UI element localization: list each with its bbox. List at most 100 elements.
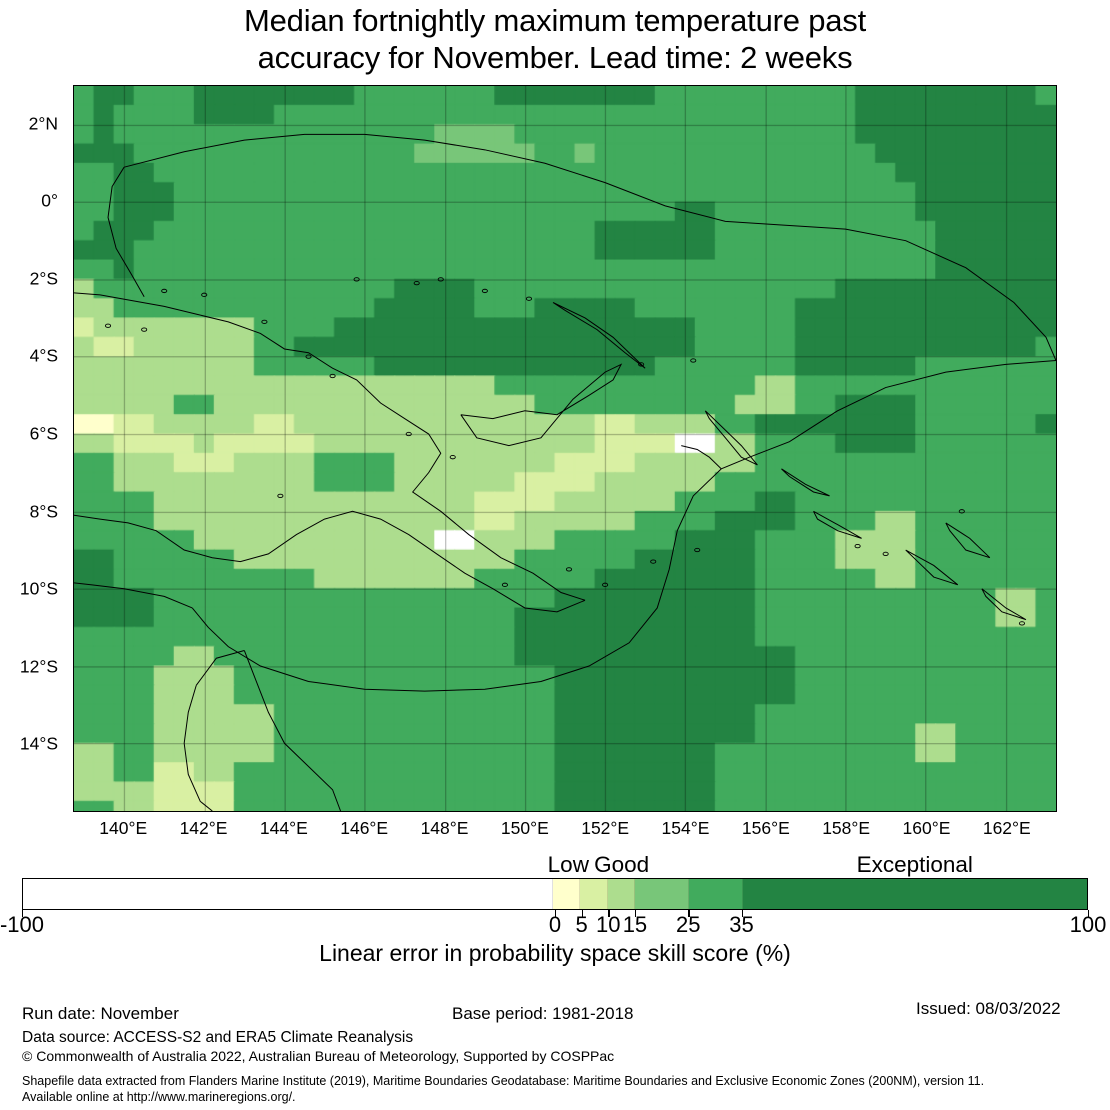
y-tick-7: 12°S (19, 656, 58, 677)
coastline-makira (981, 588, 1027, 621)
title-line-1: Median fortnightly maximum temperature p… (244, 3, 866, 38)
coastline-guadalcanal (905, 549, 959, 586)
x-tick-0: 140°E (99, 818, 148, 838)
island-marker-11 (329, 373, 336, 379)
footer-data-source: Data source: ACCESS-S2 and ERA5 Climate … (22, 1029, 414, 1046)
island-marker-9 (638, 362, 645, 367)
colorbar-container[interactable] (22, 878, 1088, 910)
x-tick-3: 146°E (340, 818, 389, 838)
island-marker-21 (405, 431, 412, 437)
colorbar-tick-2: 5 (575, 912, 588, 937)
y-tick-1: 0° (41, 190, 58, 211)
eez-boundary-south (191, 468, 722, 692)
island-marker-20 (1018, 621, 1026, 626)
coastline-cape-york (195, 650, 245, 686)
colorbar-tick-0: -100 (0, 912, 45, 937)
x-tick-9: 158°E (822, 818, 871, 838)
colorbar-axis-label: Linear error in probability space skill … (319, 940, 791, 966)
island-marker-19 (958, 509, 965, 514)
colorbar-tick-5: 25 (676, 912, 701, 937)
colorbar-tick-7: 100 (1069, 912, 1107, 937)
island-marker-3 (413, 281, 420, 286)
skill-score-heatmap (74, 86, 1056, 811)
island-marker-10 (690, 358, 697, 363)
map-coastline-overlay (74, 133, 1056, 811)
footer-issued-date: Issued: 08/03/2022 (916, 999, 1061, 1018)
colorbar-tick-mark-6 (741, 910, 743, 917)
y-tick-3: 4°S (29, 345, 58, 366)
footer-base-period: Base period: 1981-2018 (452, 1004, 634, 1023)
y-tick-5: 8°S (29, 501, 58, 521)
eez-boundary-bougainville-link (681, 445, 722, 470)
x-tick-11: 162°E (982, 818, 1031, 838)
y-tick-4: 6°S (29, 423, 58, 444)
island-marker-14 (602, 582, 609, 587)
footer-shapefile-line-1: Shapefile data extracted from Flanders M… (22, 1074, 985, 1088)
island-marker-18 (882, 551, 889, 557)
colorbar-tick-mark-7 (1088, 910, 1090, 917)
colorbar-tick-4: 15 (622, 912, 648, 937)
footer-shapefile-line-2: Available online at http://www.marinereg… (22, 1090, 296, 1104)
colorbar-category-exceptional: Exceptional (856, 852, 973, 877)
colorbar-segment-3 (607, 879, 636, 909)
title-line-2: accuracy for November. Lead time: 2 week… (257, 40, 853, 75)
colorbar-segment-0 (23, 879, 554, 909)
island-marker-7 (261, 319, 268, 324)
colorbar-segment-4 (635, 879, 690, 909)
colorbar-tick-3: 10 (596, 912, 621, 937)
eez-boundary-southwest (74, 582, 193, 609)
coastline-malaita (945, 522, 991, 559)
island-marker-23 (277, 493, 284, 499)
coastline-new-georgia (813, 510, 862, 539)
island-marker-6 (525, 296, 533, 301)
colorbar-tick-mark-0 (22, 910, 24, 917)
island-marker-25 (104, 323, 112, 328)
colorbar[interactable] (22, 878, 1088, 910)
y-tick-0: 2°N (28, 113, 58, 134)
colorbar-category-good: Good (594, 852, 650, 877)
colorbar-tick-6: 35 (729, 912, 754, 937)
island-marker-16 (694, 547, 701, 553)
island-marker-1 (201, 292, 208, 297)
colorbar-tick-1: 0 (548, 912, 562, 937)
x-tick-10: 160°E (902, 818, 951, 838)
colorbar-tick-mark-5 (688, 910, 690, 917)
coastline-new-ireland (552, 302, 646, 369)
coastline-australia-west (183, 685, 213, 811)
island-marker-5 (481, 288, 488, 294)
y-tick-6: 10°S (19, 578, 58, 599)
x-tick-7: 154°E (661, 818, 710, 838)
map-plot-area[interactable] (73, 85, 1057, 812)
eez-boundary-northwest (107, 166, 145, 297)
island-marker-15 (650, 559, 657, 564)
island-marker-22 (449, 455, 456, 460)
y-tick-2: 2°S (29, 268, 58, 289)
island-marker-24 (141, 327, 148, 332)
coastline-new-britain (460, 363, 623, 447)
x-tick-8: 156°E (741, 818, 790, 838)
colorbar-tick-mark-1 (555, 910, 557, 917)
y-tick-8: 14°S (19, 733, 58, 754)
colorbar-category-low: Low (547, 852, 589, 877)
footer-copyright: © Commonwealth of Australia 2022, Austra… (22, 1048, 615, 1064)
coastline-bougainville (704, 410, 758, 466)
colorbar-segment-5 (689, 879, 744, 909)
x-tick-4: 148°E (420, 818, 469, 838)
island-marker-12 (501, 582, 508, 587)
coastline-ng-south (74, 510, 586, 613)
x-tick-1: 142°E (179, 818, 228, 838)
island-marker-13 (565, 567, 573, 572)
island-marker-2 (353, 277, 360, 282)
colorbar-segment-1 (553, 879, 581, 909)
x-tick-6: 152°E (581, 818, 630, 838)
page-title: Median fortnightly maximum temperature p… (0, 2, 1110, 76)
island-marker-4 (437, 277, 444, 282)
colorbar-segment-6 (743, 879, 1087, 909)
coastline-ng-north (74, 292, 586, 601)
x-tick-5: 150°E (500, 818, 549, 838)
coastline-australia-east (243, 650, 342, 811)
x-tick-2: 144°E (259, 818, 308, 838)
colorbar-tick-mark-4 (634, 910, 637, 917)
eez-boundary-east (721, 360, 1056, 470)
colorbar-segment-2 (580, 879, 608, 909)
